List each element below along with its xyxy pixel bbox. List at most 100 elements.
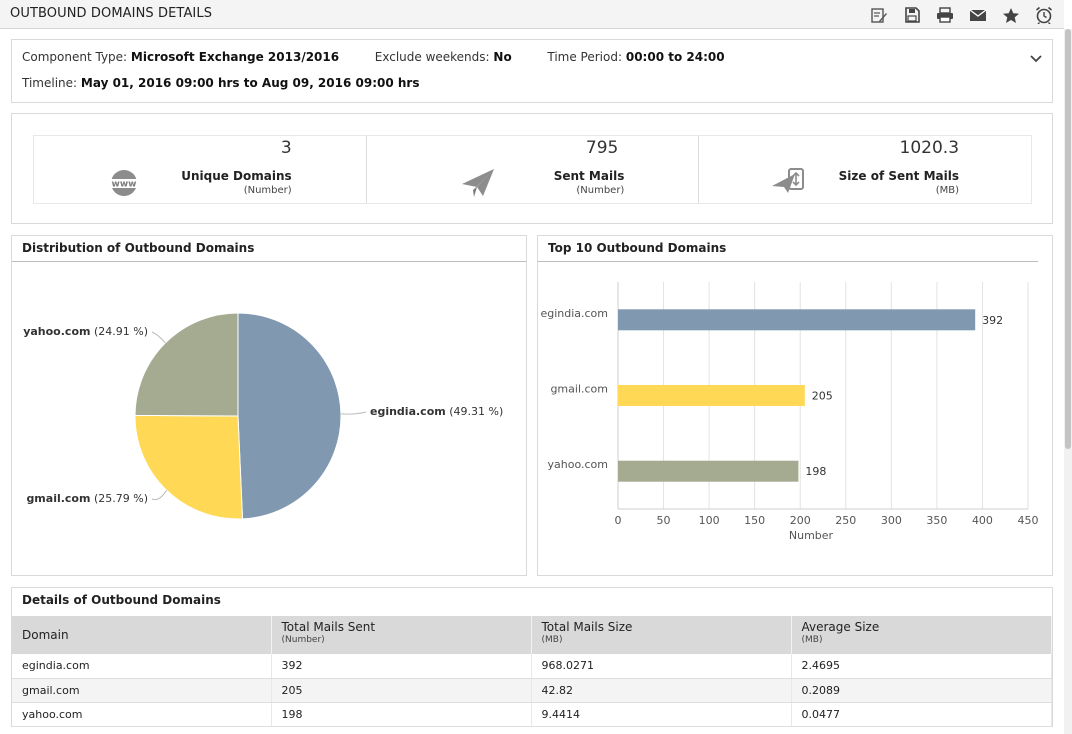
scrollbar-thumb[interactable]	[1065, 29, 1071, 449]
pie-connector-line	[340, 411, 367, 415]
bar-value-label: 205	[812, 390, 833, 403]
cell-total-mails-size: 9.4414	[531, 702, 792, 727]
timeline-label: Timeline:	[22, 76, 78, 90]
x-tick-label: 300	[881, 514, 902, 527]
details-table-panel: Details of Outbound Domains Domain Total…	[11, 587, 1053, 727]
pie-connector-line	[151, 489, 168, 501]
pie-chart-title: Distribution of Outbound Domains	[22, 241, 255, 255]
pie-label-egindia-com: egindia.com (49.31 %)	[370, 405, 503, 418]
kpi-label: Size of Sent Mails	[838, 169, 960, 183]
cell-total-mails-size: 42.82	[531, 678, 792, 703]
x-tick-label: 50	[657, 514, 671, 527]
cell-domain: egindia.com	[12, 654, 272, 679]
x-tick-label: 250	[835, 514, 856, 527]
www-icon: www	[108, 168, 140, 201]
x-tick-label: 400	[972, 514, 993, 527]
timeline-value: May 01, 2016 09:00 hrs to Aug 09, 2016 0…	[80, 76, 420, 90]
info-row-1: Component Type: Microsoft Exchange 2013/…	[22, 50, 725, 64]
cell-total-mails-sent: 205	[271, 678, 532, 703]
y-category-label: yahoo.com	[548, 458, 608, 471]
cell-domain: yahoo.com	[12, 702, 272, 727]
kpi-label: Unique Domains	[181, 169, 292, 183]
mail-icon[interactable]	[961, 4, 994, 26]
edit-notes-icon[interactable]	[862, 4, 895, 26]
info-row-2: Timeline: May 01, 2016 09:00 hrs to Aug …	[22, 76, 420, 90]
cell-average-size: 0.0477	[791, 702, 1052, 727]
kpi-row: www 3 Unique Domains (Number) 795 Sent M…	[33, 135, 1032, 204]
x-axis-title: Number	[789, 529, 834, 542]
x-tick-label: 350	[926, 514, 947, 527]
bar-value-label: 392	[982, 314, 1003, 327]
cell-total-mails-sent: 198	[271, 702, 532, 727]
x-tick-label: 100	[699, 514, 720, 527]
toolbar	[862, 4, 1060, 26]
kpi-label: Sent Mails	[553, 169, 625, 183]
svg-text:www: www	[112, 180, 137, 190]
mail-size-icon	[771, 168, 805, 199]
pie-connector-line	[151, 331, 166, 344]
pie-chart: egindia.com (49.31 %) gmail.com (25.79 %)…	[23, 312, 503, 520]
x-tick-label: 0	[615, 514, 622, 527]
vertical-scrollbar[interactable]	[1064, 29, 1072, 734]
time-period-label: Time Period:	[547, 50, 623, 64]
kpi-value: 3	[280, 138, 292, 158]
pie-label-gmail-com: gmail.com (25.79 %)	[26, 492, 148, 505]
x-tick-label: 450	[1018, 514, 1039, 527]
kpi-value: 795	[585, 138, 619, 158]
column-header-domain[interactable]: Domain	[12, 616, 272, 654]
paper-plane-icon	[461, 168, 495, 201]
chevron-down-icon[interactable]	[1030, 52, 1042, 66]
component-type-label: Component Type:	[22, 50, 128, 64]
panel-divider	[538, 261, 1038, 262]
y-category-label: gmail.com	[550, 383, 608, 396]
cell-total-mails-sent: 392	[271, 654, 532, 679]
bar-chart-title: Top 10 Outbound Domains	[548, 241, 727, 255]
column-header-total-mails-sent[interactable]: Total Mails Sent (Number)	[271, 616, 532, 654]
table-title: Details of Outbound Domains	[22, 593, 221, 607]
cell-domain: gmail.com	[12, 678, 272, 703]
pie-chart-panel: Distribution of Outbound Domains egindia…	[11, 235, 527, 576]
exclude-weekends-value: No	[493, 50, 512, 64]
column-header-total-mails-size[interactable]: Total Mails Size (MB)	[531, 616, 792, 654]
favorite-star-icon[interactable]	[994, 4, 1027, 26]
kpi-value: 1020.3	[899, 138, 960, 158]
kpi-panel: www 3 Unique Domains (Number) 795 Sent M…	[11, 113, 1053, 224]
title-bar: OUTBOUND DOMAINS DETAILS	[0, 0, 1064, 29]
cell-total-mails-size: 968.0271	[531, 654, 792, 679]
bar-egindia-com[interactable]	[618, 309, 976, 331]
kpi-unit: (Number)	[243, 185, 292, 196]
kpi-unit: (MB)	[935, 185, 960, 196]
panel-divider	[12, 261, 526, 262]
details-table: Domain Total Mails Sent (Number) Total Ma…	[12, 616, 1052, 727]
bar-yahoo-com[interactable]	[618, 460, 799, 482]
cell-average-size: 2.4695	[791, 654, 1052, 679]
y-category-label: egindia.com	[540, 307, 608, 320]
pie-slice-yahoo-com[interactable]	[134, 312, 239, 417]
bar-value-label: 198	[805, 465, 826, 478]
pie-slice-gmail-com[interactable]	[134, 414, 244, 520]
bar-chart-panel: Top 10 Outbound Domains 0 50 100 150 200 250 3…	[537, 235, 1053, 576]
time-period-value: 00:00 to 24:00	[625, 50, 725, 64]
pie-slice-egindia-com[interactable]	[237, 312, 342, 520]
page-title: OUTBOUND DOMAINS DETAILS	[10, 6, 213, 21]
exclude-weekends-label: Exclude weekends:	[374, 50, 490, 64]
alarm-clock-icon[interactable]	[1027, 4, 1060, 26]
kpi-size-of-sent-mails: 1020.3 Size of Sent Mails (MB)	[699, 136, 1031, 203]
cell-average-size: 0.2089	[791, 678, 1052, 703]
table-row: yahoo.com 198 9.4414 0.0477	[12, 702, 1052, 727]
component-type-value: Microsoft Exchange 2013/2016	[130, 50, 340, 64]
table-row: gmail.com 205 42.82 0.2089	[12, 678, 1052, 703]
x-tick-label: 150	[744, 514, 765, 527]
table-row: egindia.com 392 968.0271 2.4695	[12, 654, 1052, 679]
kpi-unique-domains: www 3 Unique Domains (Number)	[34, 136, 367, 203]
pie-label-yahoo-com: yahoo.com (24.91 %)	[23, 325, 148, 338]
bar-chart: 0 50 100 150 200 250 300 350 400 450 egindia.com 39…	[540, 282, 1039, 542]
column-header-average-size[interactable]: Average Size (MB)	[791, 616, 1052, 654]
table-header-row: Domain Total Mails Sent (Number) Total Ma…	[12, 616, 1052, 654]
filter-info-panel: Component Type: Microsoft Exchange 2013/…	[11, 39, 1053, 103]
kpi-unit: (Number)	[576, 185, 625, 196]
save-icon[interactable]	[895, 4, 928, 26]
print-icon[interactable]	[928, 4, 961, 26]
bar-gmail-com[interactable]	[618, 385, 805, 406]
x-tick-label: 200	[790, 514, 811, 527]
